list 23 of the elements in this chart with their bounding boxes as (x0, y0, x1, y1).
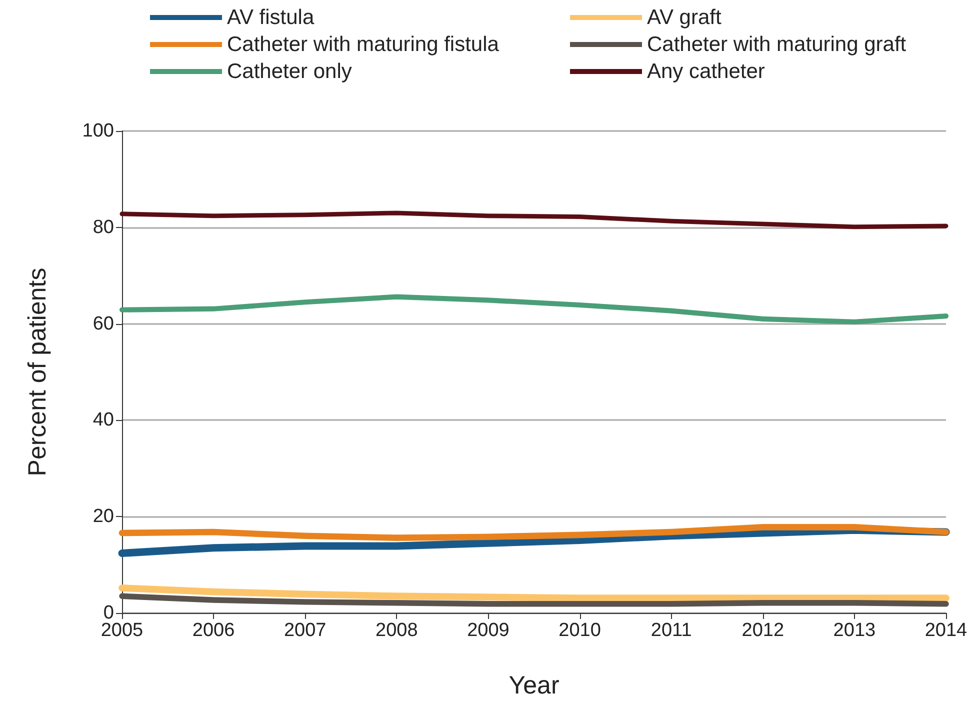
x-tick-label: 2006 (192, 620, 235, 641)
y-axis-title: Percent of patients (24, 268, 52, 476)
y-tick-label: 80 (92, 216, 114, 238)
x-tick-label: 2009 (467, 620, 510, 641)
x-tick-label: 2010 (558, 620, 601, 641)
x-tick-label: 2013 (833, 620, 876, 641)
legend-label: AV fistula (227, 6, 314, 29)
x-tick-label: 2011 (650, 620, 692, 641)
y-tick-label: 100 (82, 120, 114, 142)
line-series (120, 210, 948, 230)
legend-label: Catheter only (227, 60, 352, 83)
legend-label: Catheter with maturing fistula (227, 33, 500, 56)
legend-label: AV graft (647, 6, 722, 29)
x-tick-label: 2012 (742, 620, 784, 641)
x-tick-label: 2014 (924, 620, 968, 641)
legend-label: Any catheter (647, 60, 765, 83)
y-tick-label: 60 (92, 313, 114, 334)
legend-label: Catheter with maturing graft (647, 33, 906, 56)
x-axis-title: Year (508, 672, 560, 700)
y-tick-label: 20 (92, 506, 114, 528)
y-tick-label: 40 (92, 410, 114, 431)
x-tick-label: 2008 (376, 620, 418, 641)
x-tick-label: 2007 (284, 620, 326, 641)
